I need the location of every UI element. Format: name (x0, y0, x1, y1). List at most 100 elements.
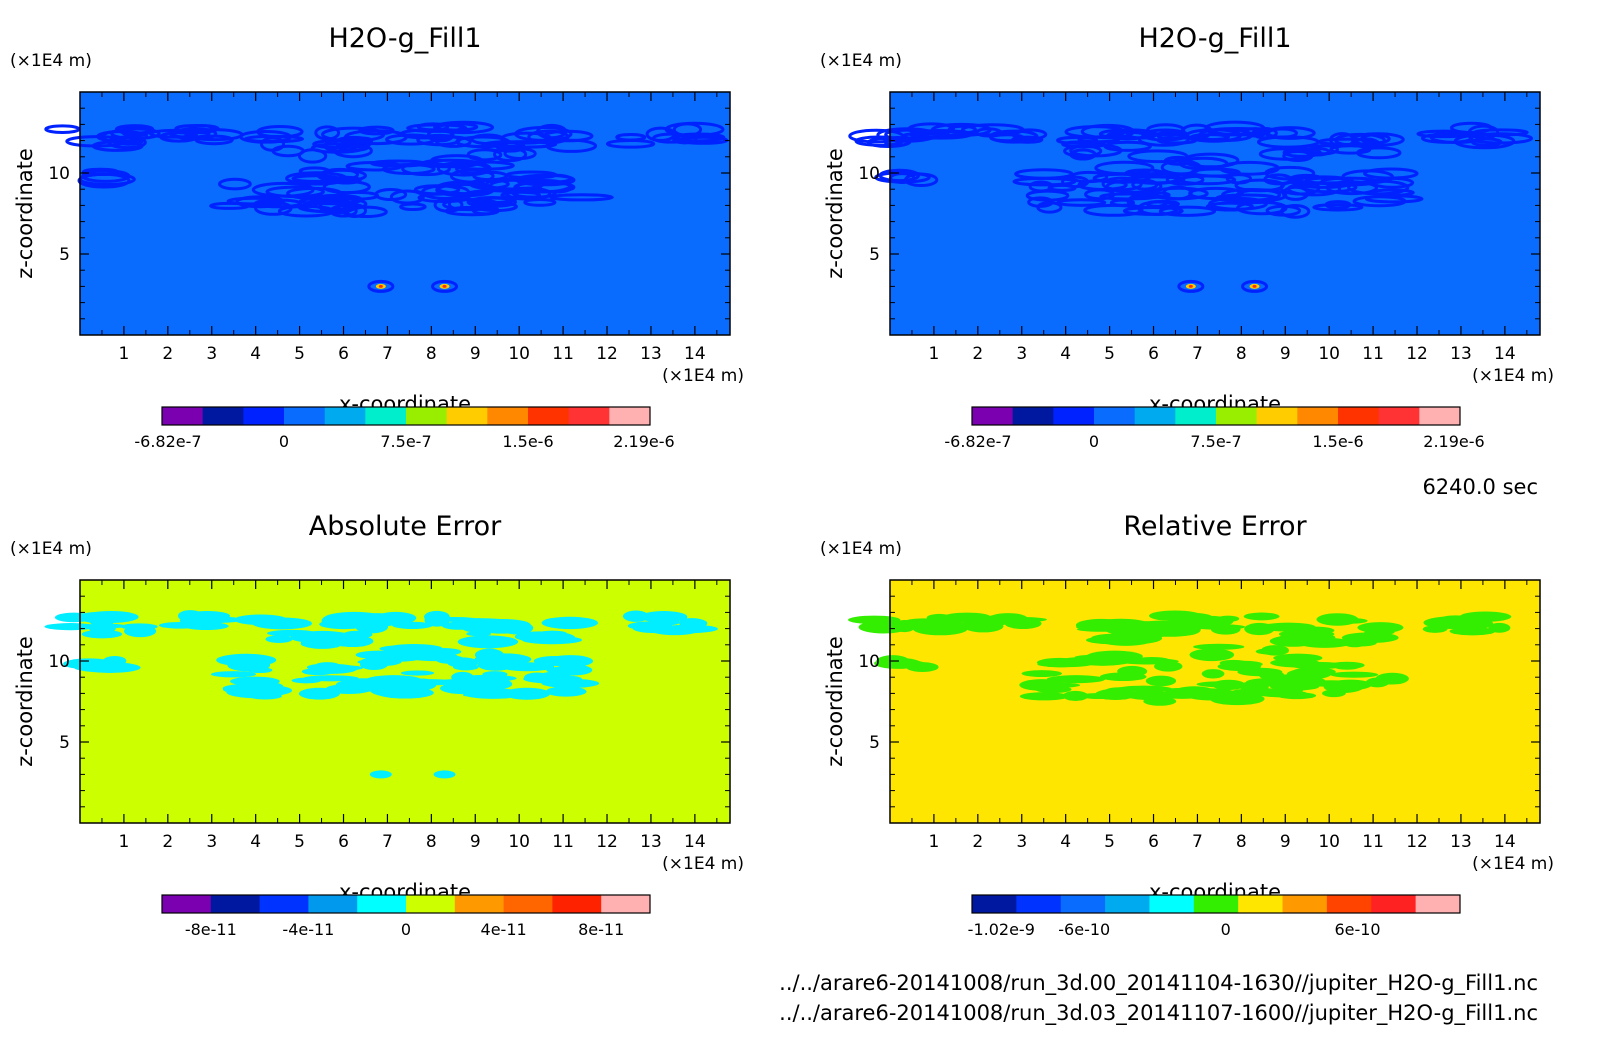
colorbar-frame (971, 894, 1461, 914)
colorbar-swatch (552, 895, 602, 913)
colorbar-label: -1.02e-9 (968, 920, 1035, 939)
field-blob (417, 192, 471, 204)
colorbar-swatch (1378, 407, 1420, 425)
field-blob (191, 612, 216, 624)
field-blob (1158, 205, 1217, 217)
field-blob (1094, 160, 1155, 176)
x-tick-label: 9 (470, 344, 481, 364)
field-blob (149, 128, 199, 139)
colorbar-swatch (308, 895, 358, 913)
colorbar-label: -6.82e-7 (134, 432, 201, 451)
x-tick-label: 10 (508, 344, 530, 364)
field-blob (1422, 625, 1448, 633)
field-blob (848, 128, 905, 144)
chart-panel-2: H2O-g_Fill1(×1E4 m)1 2 3 4 5 6 7 8 9 10 11 12 13 1451… (820, 23, 1554, 451)
x-tick-label: 10 (1318, 832, 1340, 852)
colorbar-swatch (609, 407, 651, 425)
footer-line1: ../../arare6-20141008/run_3d.00_20141104… (779, 971, 1538, 996)
field-blob (452, 663, 479, 671)
field-blob (436, 160, 492, 177)
field-blob (480, 140, 526, 153)
x-tick-label: 10 (1318, 344, 1340, 364)
field-blob (1243, 612, 1280, 621)
field-blob (1284, 677, 1318, 688)
x-tick-label: 14 (1494, 832, 1516, 852)
chart-title: Absolute Error (309, 511, 502, 542)
y-unit-label: (×1E4 m) (10, 539, 92, 559)
x-tick-label: 8 (1236, 344, 1247, 364)
field-blob (878, 168, 921, 183)
colorbar-swatch (1419, 407, 1461, 425)
y-axis-label: z-coordinate (823, 148, 847, 279)
colorbar-swatch (259, 895, 309, 913)
field-blob (1350, 132, 1405, 147)
colorbar-swatch (357, 895, 407, 913)
field-blob (1277, 692, 1317, 700)
x-tick-label: 4 (250, 832, 261, 852)
colorbar-swatch (243, 407, 285, 425)
colorbar-swatch (1149, 895, 1195, 913)
x-tick-label: 9 (1280, 344, 1291, 364)
x-tick-label: 9 (470, 832, 481, 852)
colorbar-label: 0 (279, 432, 289, 451)
field-blob (1270, 658, 1320, 668)
plot-frame (79, 579, 731, 824)
field-blob (541, 616, 598, 630)
x-tick-label: 12 (1406, 344, 1428, 364)
x-tick-label: 8 (426, 832, 437, 852)
x-tick-label: 6 (1148, 344, 1159, 364)
spot-outline (1177, 279, 1205, 293)
field-blob (549, 193, 614, 202)
y-unit-label: (×1E4 m) (820, 539, 902, 559)
spot-center (378, 284, 383, 288)
field-blob (233, 614, 288, 626)
field-blob (44, 124, 81, 134)
colorbar-swatch (601, 895, 651, 913)
field-blob (310, 142, 365, 154)
colorbar-label: 1.5e-6 (1312, 432, 1363, 451)
field-blob (1134, 657, 1170, 663)
colorbar-label: 0 (1221, 920, 1231, 939)
field-blob (1264, 126, 1316, 140)
field-blob (1116, 685, 1172, 693)
field-blob (424, 614, 450, 627)
chart-panel-1: H2O-g_Fill1(×1E4 m)1 2 3 4 5 6 7 8 9 10 11 12 13 1451… (10, 23, 744, 451)
field-blob (1217, 662, 1262, 671)
colorbar-label: 7.5e-7 (380, 432, 431, 451)
colorbar-swatch (284, 407, 326, 425)
x-tick-label: 2 (162, 832, 173, 852)
colorbar-swatch (528, 407, 570, 425)
colorbar-swatch (568, 407, 610, 425)
colorbar: -1.02e-9 -6e-10 0 6e-10 (968, 894, 1461, 939)
x-tick-label: 13 (640, 344, 662, 364)
colorbar-label: -4e-11 (282, 920, 334, 939)
field-blob (1189, 648, 1235, 662)
field-blob (77, 172, 131, 189)
field-blob (1210, 624, 1241, 635)
field-blob (876, 127, 937, 143)
x-tick-label: 7 (1192, 832, 1203, 852)
field-blob (1011, 135, 1044, 144)
field-blob (1056, 198, 1107, 207)
y-tick-label: 5 (869, 733, 880, 753)
field-blob (291, 174, 341, 183)
x-tick-label: 11 (552, 344, 574, 364)
field-blob (83, 610, 139, 623)
field-blob (1116, 628, 1167, 640)
y-axis-label: z-coordinate (13, 636, 37, 767)
field-blob (500, 621, 534, 635)
x-unit-label: (×1E4 m) (662, 366, 744, 386)
field-blob (454, 162, 489, 175)
field-blob (1148, 610, 1202, 622)
field-blob (1046, 675, 1106, 684)
field-blob (538, 181, 574, 194)
colorbar-swatch (487, 407, 529, 425)
field-blob (407, 678, 437, 691)
field-blob (991, 616, 1047, 623)
x-tick-label: 12 (596, 832, 618, 852)
x-tick-label: 13 (1450, 832, 1472, 852)
field-blob (1143, 696, 1177, 706)
field-blob (222, 683, 271, 693)
field-blob (632, 623, 678, 634)
field-blob (514, 125, 573, 142)
